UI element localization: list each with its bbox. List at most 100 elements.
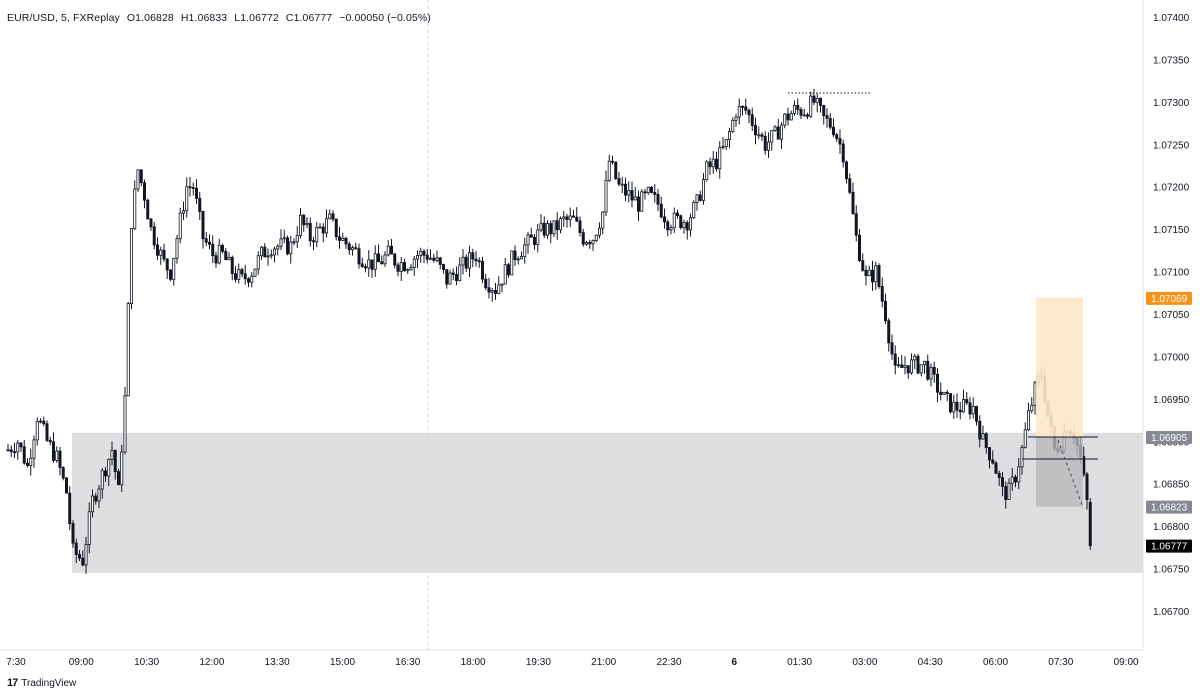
- candle-body: [149, 218, 153, 228]
- candle-body: [1010, 476, 1014, 484]
- candle-body: [422, 250, 426, 256]
- price-tick-label: 1.07100: [1153, 268, 1190, 279]
- candle-body: [477, 260, 481, 263]
- price-tag-label: 1.06777: [1151, 542, 1188, 553]
- candle-body: [822, 105, 826, 116]
- candle-body: [373, 253, 377, 270]
- candle-body: [767, 141, 771, 151]
- candle-body: [523, 244, 527, 257]
- candle-body: [682, 222, 686, 229]
- close-value: C1.06777: [285, 12, 333, 24]
- candle-body: [113, 450, 117, 472]
- candle-body: [139, 169, 143, 184]
- candle-body: [126, 303, 130, 397]
- candle-body: [344, 237, 348, 245]
- candle-body: [506, 264, 510, 276]
- candle-body: [497, 284, 501, 294]
- candle-body: [825, 115, 829, 119]
- candle-body: [94, 495, 98, 502]
- candle-body: [585, 242, 589, 245]
- candle-body: [133, 188, 137, 229]
- time-tick-label: 07:30: [1048, 657, 1073, 668]
- price-tick-label: 1.07400: [1153, 13, 1190, 24]
- candle-body: [568, 215, 572, 220]
- candle-body: [802, 114, 806, 117]
- candle-body: [880, 286, 884, 302]
- candle-body: [285, 237, 289, 255]
- candle-body: [107, 458, 111, 477]
- candle-body: [971, 406, 975, 415]
- price-tag: [1146, 539, 1192, 553]
- candle-body: [412, 258, 416, 268]
- candle-body: [916, 355, 920, 374]
- candle-body: [939, 391, 943, 395]
- candle-body: [832, 126, 836, 136]
- symbol-label[interactable]: EUR/USD, 5, FXReplay: [7, 12, 120, 24]
- price-tag-label: 1.06905: [1151, 433, 1188, 444]
- candle-body: [646, 186, 650, 194]
- candle-body: [705, 161, 709, 180]
- candle-body: [692, 201, 696, 219]
- candle-body: [81, 557, 85, 566]
- price-axis[interactable]: 1.07400 1.07350 1.07300 1.07250 1.07200 1.071…: [1146, 13, 1192, 618]
- candle-body: [555, 220, 559, 231]
- candle-body: [399, 262, 403, 272]
- candle-body: [789, 112, 793, 121]
- candle-body: [624, 183, 628, 196]
- candle-body: [997, 472, 1001, 478]
- candle-body: [87, 511, 91, 545]
- candle-body: [188, 186, 192, 189]
- candle-body: [194, 187, 198, 199]
- candle-body: [52, 441, 56, 461]
- tradingview-branding[interactable]: 17 TradingView: [7, 677, 76, 689]
- candle-body: [256, 255, 260, 270]
- candle-body: [715, 158, 719, 170]
- candle-body: [513, 250, 517, 261]
- candle-body: [1033, 382, 1037, 406]
- candle-body: [78, 554, 82, 559]
- candle-body: [659, 203, 663, 218]
- candle-body: [666, 221, 670, 231]
- candle-body: [279, 238, 283, 247]
- candle-body: [432, 257, 436, 261]
- candle-body: [227, 256, 231, 261]
- candle-body: [851, 191, 855, 215]
- candle-body: [250, 275, 254, 283]
- low-value: L1.06772: [234, 12, 279, 24]
- candle-body: [152, 226, 156, 246]
- candle-body: [155, 244, 159, 256]
- candle-body: [910, 359, 914, 374]
- candle-body: [744, 106, 748, 111]
- candle-body: [614, 161, 618, 179]
- candle-body: [315, 227, 319, 243]
- candle-body: [698, 194, 702, 201]
- candle-body: [198, 197, 202, 212]
- candle-body: [334, 218, 338, 238]
- time-tick-label: 16:30: [395, 657, 420, 668]
- price-tick-label: 1.06850: [1153, 480, 1190, 491]
- candle-body: [354, 247, 358, 250]
- candle-body: [741, 106, 745, 108]
- candle-body: [318, 226, 322, 229]
- time-tick-label: 13:30: [265, 657, 290, 668]
- candle-body: [994, 462, 998, 474]
- candle-body: [796, 104, 800, 110]
- candle-body: [493, 290, 497, 294]
- position-tool[interactable]: [1022, 297, 1098, 507]
- candle-body: [958, 409, 962, 413]
- price-tag-label: 1.06823: [1151, 503, 1188, 514]
- candle-body: [331, 213, 335, 220]
- candle-body: [500, 283, 504, 286]
- price-tick-label: 1.06700: [1153, 607, 1190, 618]
- candle-body: [360, 263, 364, 268]
- candle-body: [962, 399, 966, 413]
- price-tick-label: 1.06750: [1153, 565, 1190, 576]
- time-axis[interactable]: 7:30 09:00 10:30 12:00 13:30 15:00 16:30 18:00 1…: [6, 657, 1139, 668]
- time-tick-label: 12:00: [199, 657, 224, 668]
- candle-body: [282, 237, 286, 240]
- candle-body: [58, 450, 62, 469]
- candle-body: [97, 488, 101, 502]
- candle-body: [165, 258, 169, 271]
- price-tag: [1146, 291, 1192, 305]
